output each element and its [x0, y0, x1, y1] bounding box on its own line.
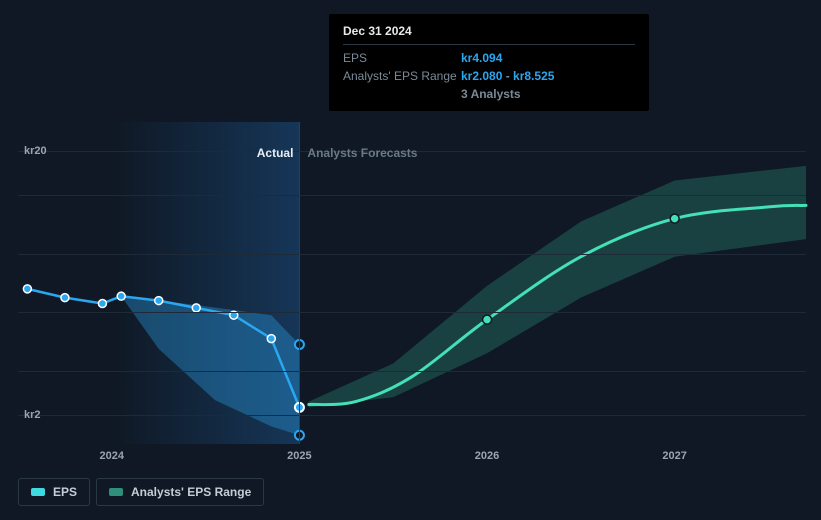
x-axis-label: 2024 — [100, 450, 124, 462]
section-label-forecast: Analysts Forecasts — [307, 146, 417, 160]
section-label-actual: Actual — [257, 146, 294, 160]
forecast-marker[interactable] — [670, 214, 679, 223]
tooltip-row-eps: EPS kr4.094 — [343, 49, 635, 67]
eps-marker[interactable] — [267, 335, 275, 343]
y-axis-label: kr20 — [24, 145, 47, 157]
tooltip-range-value: kr2.080 - kr8.525 — [461, 69, 554, 83]
legend-label: Analysts' EPS Range — [131, 485, 251, 499]
eps-marker[interactable] — [61, 294, 69, 302]
tooltip-range-label: Analysts' EPS Range — [343, 69, 461, 83]
forecast-marker[interactable] — [483, 315, 492, 324]
y-axis-label: kr2 — [24, 409, 41, 421]
tooltip-analysts-count: 3 Analysts — [461, 85, 635, 101]
tooltip-range-low: kr2.080 — [461, 69, 502, 83]
legend-eps[interactable]: EPS — [18, 478, 90, 506]
plot-area[interactable]: kr2 kr20 Actual Analysts Forecasts — [18, 122, 806, 444]
gridline — [18, 254, 806, 255]
tooltip-row-range: Analysts' EPS Range kr2.080 - kr8.525 — [343, 67, 635, 85]
legend-range[interactable]: Analysts' EPS Range — [96, 478, 264, 506]
x-axis-label: 2027 — [662, 450, 686, 462]
legend-swatch — [109, 488, 123, 496]
chart-legend: EPS Analysts' EPS Range — [18, 478, 264, 506]
tooltip-range-high: kr8.525 — [513, 69, 554, 83]
eps-marker[interactable] — [23, 285, 31, 293]
gridline — [18, 371, 806, 372]
tooltip-eps-value: kr4.094 — [461, 51, 502, 65]
legend-label: EPS — [53, 485, 77, 499]
gridline — [18, 195, 806, 196]
gridline — [18, 312, 806, 313]
chart-tooltip: Dec 31 2024 EPS kr4.094 Analysts' EPS Ra… — [329, 14, 649, 111]
eps-forecast-chart: Dec 31 2024 EPS kr4.094 Analysts' EPS Ra… — [0, 0, 821, 520]
gridline — [18, 415, 806, 416]
legend-swatch — [31, 488, 45, 496]
x-axis-label: 2026 — [475, 450, 499, 462]
x-axis-label: 2025 — [287, 450, 311, 462]
eps-marker[interactable] — [98, 299, 106, 307]
tooltip-range-dash: - — [502, 69, 513, 83]
eps-marker[interactable] — [155, 297, 163, 305]
tooltip-eps-label: EPS — [343, 51, 461, 65]
eps-marker[interactable] — [192, 304, 200, 312]
eps-marker[interactable] — [117, 292, 125, 300]
tooltip-date: Dec 31 2024 — [343, 24, 635, 45]
actual-forecast-divider — [299, 122, 300, 444]
chart-svg — [18, 122, 806, 444]
